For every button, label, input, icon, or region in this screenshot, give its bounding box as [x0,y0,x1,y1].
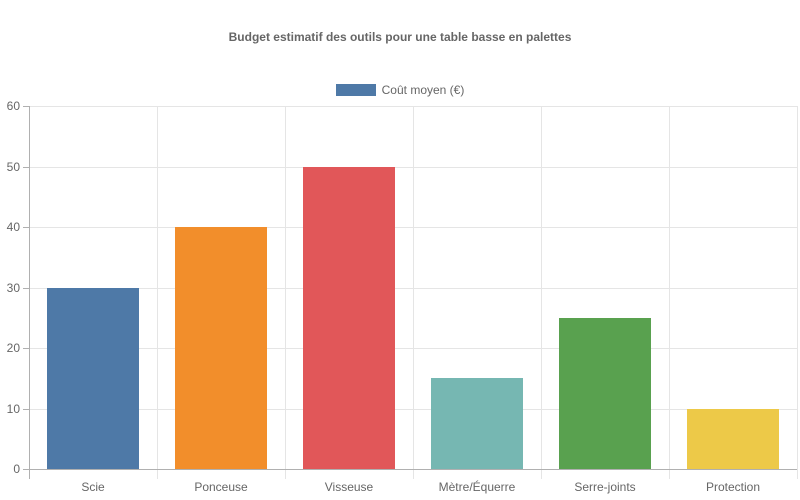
y-tick-mark [23,106,29,107]
bar-m-tre-querre[interactable] [431,378,523,469]
y-tick-label: 10 [6,401,20,416]
y-tick-mark [23,227,29,228]
y-tick-mark [23,408,29,410]
x-tick-label: Visseuse [324,480,374,494]
legend-label: Coût moyen (€) [381,83,465,97]
legend-swatch [335,84,376,96]
y-tick-mark [23,348,29,349]
chart-title: Budget estimatif des outils pour une tab… [228,30,572,44]
legend[interactable]: Coût moyen (€) [0,83,800,97]
y-tick-label: 60 [6,99,20,113]
gridline-vertical [413,106,414,479]
y-tick-label: 40 [6,220,20,234]
x-tick-label: Ponceuse [194,480,248,494]
y-tick-label: 50 [6,159,20,174]
gridline-vertical [797,106,798,479]
x-axis-line [23,469,797,470]
y-tick-label: 30 [6,280,20,295]
bar-scie[interactable] [47,287,139,469]
gridline-vertical [541,106,542,479]
x-tick-label: Serre-joints [574,480,636,494]
x-tick-label: Scie [81,480,105,494]
gridline-vertical [157,106,158,479]
gridline-vertical [669,106,670,479]
bar-visseuse[interactable] [303,166,395,469]
y-tick-label: 20 [6,341,20,355]
y-tick-mark [23,287,29,289]
y-tick-mark [23,469,29,470]
x-tick-label: Mètre/Équerre [438,480,516,494]
y-tick-mark [23,166,29,168]
y-tick-label: 0 [13,462,20,476]
y-axis-line [29,106,30,479]
bar-protection[interactable] [687,408,779,469]
x-tick-label: Protection [705,480,761,494]
bar-ponceuse[interactable] [175,227,267,469]
plot-area [29,106,798,479]
bar-serre-joints[interactable] [559,317,651,469]
gridline-vertical [285,106,286,479]
